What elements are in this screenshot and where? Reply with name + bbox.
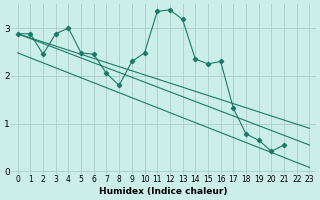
X-axis label: Humidex (Indice chaleur): Humidex (Indice chaleur) [99, 187, 228, 196]
